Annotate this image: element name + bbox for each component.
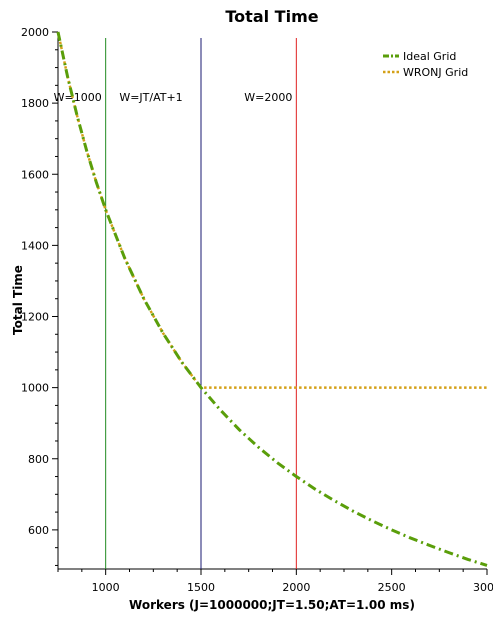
y-tick-label: 1200: [21, 311, 49, 324]
y-tick-label: 1400: [21, 239, 49, 252]
x-tick-label: 2000: [282, 581, 310, 594]
x-tick-label: 3000: [473, 581, 493, 594]
x-tick-label: 1500: [187, 581, 215, 594]
reference-label-2000: W=2000: [244, 91, 292, 104]
reference-label-1000: W=1000: [54, 91, 102, 104]
y-tick-label: 2000: [21, 26, 49, 39]
series-line-ideal-grid: [56, 31, 488, 567]
y-axis-label: Total Time: [11, 265, 25, 335]
series-line-wronj-grid: [56, 31, 487, 389]
legend-label-2: WRONJ Grid: [403, 66, 468, 79]
x-axis-label: Workers (J=1000000;JT=1.50;AT=1.00 ms): [129, 598, 415, 612]
reference-label-1500: W=JT/AT+1: [119, 91, 182, 104]
y-tick-label: 1000: [21, 382, 49, 395]
y-tick-label: 600: [28, 524, 49, 537]
plot-area: 600 800 1000 1200 1400 1600 1800 2000 1000 1500 20…: [21, 26, 493, 594]
y-tick-label: 800: [28, 453, 49, 466]
chart-title: Total Time: [225, 7, 318, 26]
legend-label-1: Ideal Grid: [403, 50, 456, 63]
y-tick-label: 1800: [21, 97, 49, 110]
y-tick-label: 1600: [21, 168, 49, 181]
x-tick-label: 1000: [92, 581, 120, 594]
x-tick-label: 2500: [378, 581, 406, 594]
